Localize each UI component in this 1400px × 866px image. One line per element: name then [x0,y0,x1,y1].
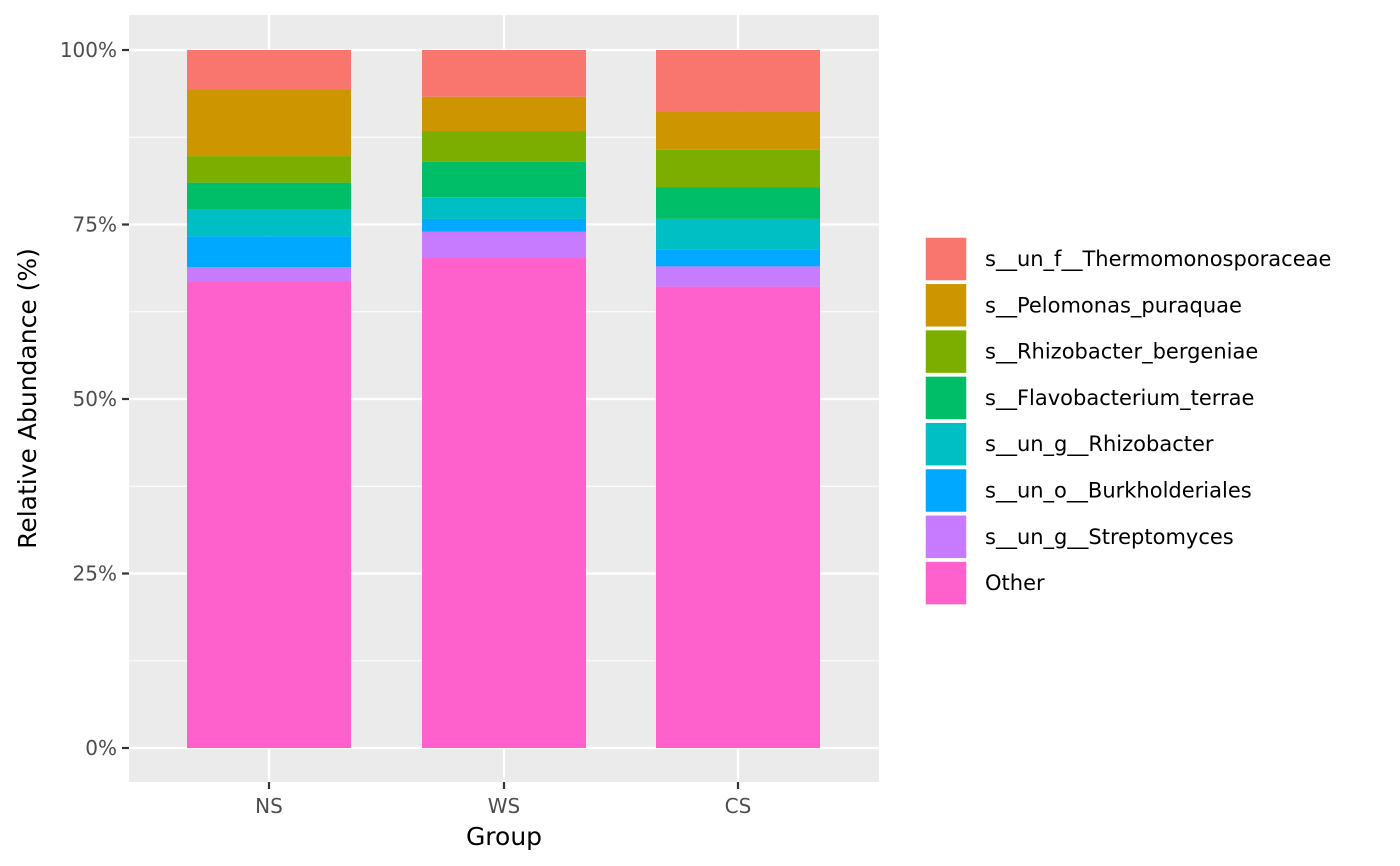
x-axis: NS WS CS [255,782,751,818]
legend-key [924,328,968,375]
legend-key [924,514,968,560]
legend-key [924,421,968,467]
legend-label: s__Flavobacterium_terrae [985,386,1254,411]
y-tick-label: 100% [60,38,117,62]
x-tick-label: NS [255,794,283,818]
y-tick-label: 75% [73,213,117,237]
bar-segment [656,187,820,219]
bar-segment [656,286,820,748]
bar-stacks [187,50,820,748]
bar-segment [422,197,586,219]
bar-segment [187,236,351,268]
x-tick-label: CS [725,794,752,818]
bar-segment [187,209,351,237]
bar-segment [422,130,586,162]
legend-label: Other [985,571,1045,595]
bar-segment [422,50,586,97]
legend-label: s__un_g__Rhizobacter [985,432,1214,457]
bar-segment [656,50,820,112]
bar-segment [422,258,586,748]
bar-segment [656,149,820,188]
bar-segment [187,281,351,748]
bar-segment [187,156,351,183]
legend-label: s__Rhizobacter_bergeniae [985,340,1258,365]
y-axis: 0% 25% 50% 75% 100% [60,38,129,760]
legend-label: s__un_g__Streptomyces [985,525,1234,550]
bar-segment [656,111,820,150]
x-axis-title: Group [466,822,542,851]
legend-key [924,467,968,514]
bar-segment [187,89,351,157]
legend-key [924,236,968,282]
legend-label: s__un_o__Burkholderiales [985,479,1252,504]
bar-segment [656,266,820,287]
legend-key [924,282,968,329]
legend-key [924,375,968,421]
x-tick-label: WS [488,794,520,818]
bar-segment [422,161,586,198]
y-tick-label: 50% [73,387,117,411]
bar-segment [422,231,586,259]
y-tick-label: 0% [85,736,117,760]
bar-segment [187,267,351,282]
bar-segment [422,96,586,131]
legend-label: s__Pelomonas_puraquae [985,293,1242,318]
legend-label: s__un_f__Thermomonosporaceae [985,247,1331,272]
y-tick-label: 25% [73,562,117,586]
bar-segment [656,249,820,267]
bar-segment [187,182,351,210]
bar-segment [656,218,820,250]
legend-key [924,560,968,606]
bar-segment [187,50,351,90]
y-axis-title: Relative Abundance (%) [13,248,42,549]
bar-segment [422,218,586,232]
legend: s__un_f__Thermomonosporaceae s__Pelomonas… [924,236,1331,606]
